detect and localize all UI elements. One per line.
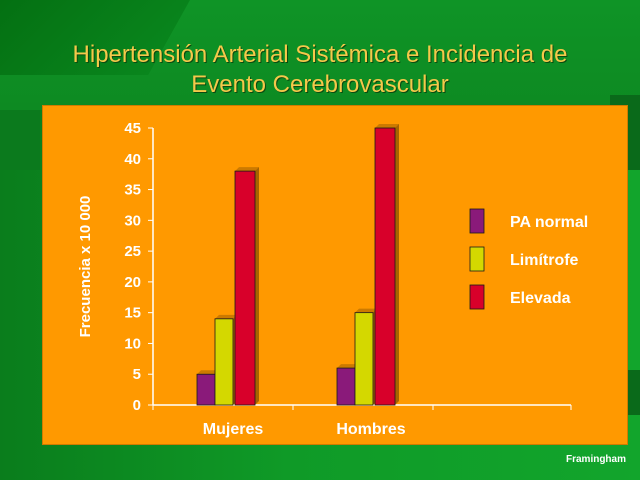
- y-tick-label: 0: [133, 397, 141, 414]
- bar-lim-trofe-hombres: [354, 312, 374, 406]
- bar-top: [375, 124, 399, 128]
- y-tick-label: 25: [124, 243, 141, 260]
- y-tick-label: 30: [124, 212, 141, 229]
- legend-label: Elevada: [510, 290, 571, 307]
- bar-top: [197, 370, 219, 375]
- legend-swatch: [469, 246, 485, 272]
- bar-elevada-hombres: [374, 127, 396, 406]
- y-tick-label: 35: [124, 182, 141, 199]
- bar-side: [255, 167, 259, 405]
- bar-top: [337, 364, 359, 369]
- slide-title: Hipertensión Arterial Sistémica e Incide…: [0, 40, 640, 100]
- y-axis-title: Frecuencia x 10 000: [77, 196, 94, 338]
- y-tick-label: 40: [124, 151, 141, 168]
- legend-swatch: [469, 208, 485, 234]
- bar-top: [235, 167, 259, 172]
- y-tick-label: 45: [124, 120, 141, 137]
- y-tick-label: 5: [133, 366, 141, 383]
- chart-panel: 0 5 10 15 20 25 30 35 40 45 Frecuencia x 10 000 Muj…: [42, 105, 628, 445]
- x-category-label: Hombres: [336, 421, 405, 438]
- left-decoration: [0, 110, 40, 170]
- bar-lim-trofe-mujeres: [214, 318, 234, 406]
- legend-swatch: [469, 284, 485, 310]
- y-tick-label: 20: [124, 274, 141, 291]
- legend-label: Limítrofe: [510, 252, 579, 269]
- bar-chart: 0 5 10 15 20 25 30 35 40 45 Frecuencia x 10 000 Muj…: [77, 120, 588, 438]
- y-tick-label: 10: [124, 335, 141, 352]
- bar-top: [355, 308, 377, 313]
- bar-pa-normal-mujeres: [196, 373, 216, 406]
- slide-title-line-2: Evento Cerebrovascular: [191, 71, 449, 98]
- bar-top: [215, 314, 237, 319]
- x-category-label: Mujeres: [203, 421, 264, 438]
- legend-label: PA normal: [510, 214, 588, 231]
- bar-pa-normal-hombres: [336, 367, 356, 406]
- bar-side: [395, 124, 399, 405]
- y-tick-label: 15: [124, 305, 141, 322]
- source-note: Framingham: [565, 454, 626, 465]
- bar-elevada-mujeres: [234, 170, 256, 406]
- slide-title-line-1: Hipertensión Arterial Sistémica e Incide…: [72, 41, 568, 68]
